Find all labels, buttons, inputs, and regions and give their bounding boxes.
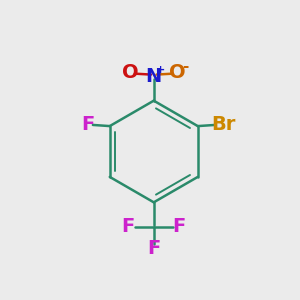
Text: O: O — [169, 63, 185, 82]
Text: N: N — [146, 67, 162, 86]
Text: -: - — [182, 59, 189, 74]
Text: Br: Br — [211, 116, 236, 134]
Text: F: F — [81, 116, 94, 134]
Text: F: F — [147, 239, 160, 258]
Text: F: F — [122, 217, 135, 236]
Text: O: O — [122, 63, 139, 82]
Text: F: F — [172, 217, 186, 236]
Text: +: + — [156, 65, 165, 75]
